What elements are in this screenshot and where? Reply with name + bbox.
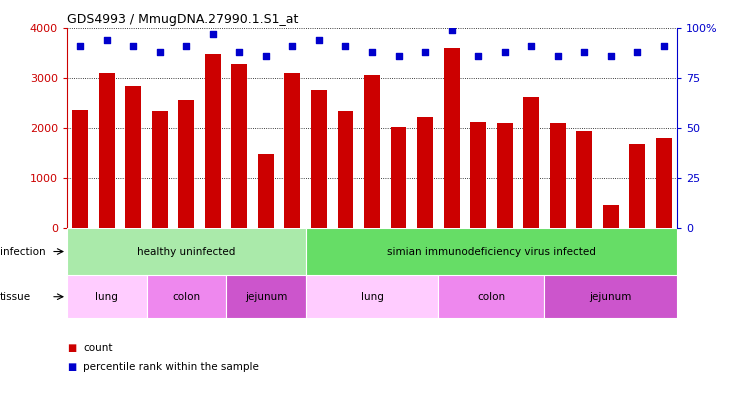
Bar xyxy=(306,228,677,275)
Bar xyxy=(550,123,565,228)
Bar xyxy=(306,275,438,318)
Point xyxy=(100,37,112,43)
Point xyxy=(393,52,405,59)
Text: infection: infection xyxy=(0,246,45,257)
Bar xyxy=(523,97,539,228)
Text: lung: lung xyxy=(361,292,383,302)
Point xyxy=(632,48,644,55)
Bar xyxy=(205,53,221,228)
Point xyxy=(74,42,86,49)
Text: jejunum: jejunum xyxy=(245,292,287,302)
Text: ■: ■ xyxy=(67,362,76,373)
Bar xyxy=(147,275,226,318)
Text: colon: colon xyxy=(173,292,200,302)
Bar xyxy=(311,90,327,228)
Point xyxy=(260,52,272,59)
Bar xyxy=(179,100,194,228)
Bar xyxy=(67,228,306,275)
Bar xyxy=(417,117,433,228)
Point xyxy=(472,52,484,59)
Bar xyxy=(67,275,147,318)
Text: healthy uninfected: healthy uninfected xyxy=(137,246,236,257)
Text: percentile rank within the sample: percentile rank within the sample xyxy=(83,362,259,373)
Point xyxy=(313,37,325,43)
Text: ■: ■ xyxy=(67,343,76,353)
Text: lung: lung xyxy=(95,292,118,302)
Bar xyxy=(99,73,115,228)
Point xyxy=(207,30,219,37)
Bar xyxy=(226,275,306,318)
Bar xyxy=(497,123,513,228)
Text: simian immunodeficiency virus infected: simian immunodeficiency virus infected xyxy=(387,246,596,257)
Point xyxy=(578,48,590,55)
Bar xyxy=(577,131,592,228)
Point xyxy=(525,42,537,49)
Text: tissue: tissue xyxy=(0,292,31,302)
Point xyxy=(286,42,298,49)
Point xyxy=(552,52,564,59)
Text: jejunum: jejunum xyxy=(589,292,632,302)
Text: colon: colon xyxy=(478,292,505,302)
Point xyxy=(127,42,139,49)
Bar xyxy=(364,75,380,228)
Bar xyxy=(391,127,406,228)
Bar xyxy=(125,86,141,228)
Bar xyxy=(470,122,486,228)
Point xyxy=(366,48,378,55)
Point xyxy=(234,48,246,55)
Point xyxy=(419,48,431,55)
Bar xyxy=(603,206,619,228)
Bar xyxy=(443,48,460,228)
Point xyxy=(658,42,670,49)
Point xyxy=(446,26,458,33)
Point xyxy=(154,48,166,55)
Point xyxy=(498,48,510,55)
Bar xyxy=(258,154,274,228)
Point xyxy=(339,42,351,49)
Bar xyxy=(438,275,545,318)
Bar xyxy=(152,111,167,228)
Bar xyxy=(338,111,353,228)
Bar xyxy=(545,275,677,318)
Bar xyxy=(284,73,301,228)
Bar xyxy=(72,110,89,228)
Bar xyxy=(655,138,672,228)
Text: count: count xyxy=(83,343,113,353)
Bar xyxy=(629,144,645,228)
Text: GDS4993 / MmugDNA.27990.1.S1_at: GDS4993 / MmugDNA.27990.1.S1_at xyxy=(67,13,298,26)
Point xyxy=(180,42,192,49)
Point xyxy=(605,52,617,59)
Bar xyxy=(231,64,247,228)
